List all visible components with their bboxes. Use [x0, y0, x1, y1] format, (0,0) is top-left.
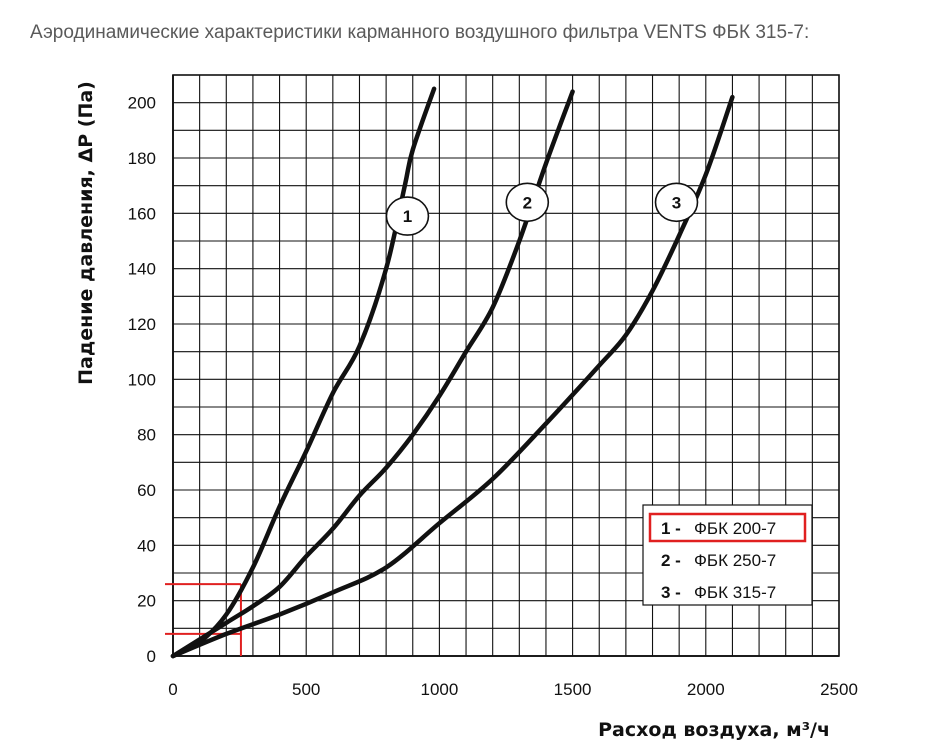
y-tick-label: 100 — [128, 370, 156, 389]
legend-item-number: 2 - — [661, 551, 681, 570]
legend-item: 2 - ФБК 250-7 — [661, 551, 776, 570]
legend-box — [642, 504, 813, 606]
curve-label-text: 2 — [523, 193, 532, 212]
y-axis-title: Падение давления, ΔP (Па) — [75, 81, 97, 385]
curves — [170, 86, 735, 659]
legend-item: 3 - ФБК 315-7 — [661, 583, 776, 602]
x-tick-label: 1000 — [420, 680, 458, 699]
curve-label-circle — [654, 182, 699, 223]
x-axis-title: Расход воздуха, м³/ч — [598, 719, 830, 741]
tick-labels: 0 500 1000 1500 2000 2500 0 20 40 60 80 100 120 140 16… — [128, 94, 858, 699]
curve-label-circle — [505, 182, 550, 223]
curve-1 — [170, 86, 437, 659]
grid — [172, 74, 840, 657]
y-tick-label: 0 — [147, 647, 156, 666]
y-tick-label: 180 — [128, 149, 156, 168]
curve-label-1: 1 — [385, 196, 430, 236]
legend-highlight-box — [648, 512, 807, 543]
x-tick-label: 1500 — [554, 680, 592, 699]
legend-item-label: ФБК 250-7 — [694, 551, 776, 570]
y-tick-label: 80 — [137, 426, 156, 445]
legend: 1 - ФБК 200-7 2 - ФБК 250-7 3 - ФБК 315-7 — [642, 504, 813, 606]
curve-label-text: 3 — [672, 193, 681, 212]
y-tick-label: 140 — [128, 260, 156, 279]
curve-3 — [170, 94, 735, 659]
chart-caption: Аэродинамические характеристики карманно… — [30, 22, 810, 43]
x-tick-label: 0 — [168, 680, 177, 699]
x-tick-label: 2500 — [820, 680, 858, 699]
y-tick-label: 160 — [128, 204, 156, 223]
y-tick-label: 40 — [137, 536, 156, 555]
y-tick-label: 120 — [128, 315, 156, 334]
y-tick-label: 200 — [128, 94, 156, 113]
legend-item: 1 - ФБК 200-7 — [648, 512, 807, 543]
legend-item-number: 3 - — [661, 583, 681, 602]
x-tick-label: 2000 — [687, 680, 725, 699]
y-tick-label: 20 — [137, 592, 156, 611]
x-tick-label: 500 — [292, 680, 320, 699]
curve-2 — [170, 89, 575, 659]
legend-item-number: 1 - — [661, 519, 681, 538]
curve-label-3: 3 — [654, 182, 699, 223]
legend-item-label: ФБК 200-7 — [694, 519, 776, 538]
plot-frame — [172, 74, 840, 657]
curve-label-text: 1 — [403, 207, 412, 226]
legend-item-label: ФБК 315-7 — [694, 583, 776, 602]
curve-label-circle — [385, 196, 430, 236]
y-tick-label: 60 — [137, 481, 156, 500]
curve-labels: 1 2 3 — [385, 182, 699, 236]
curve-label-2: 2 — [505, 182, 550, 223]
